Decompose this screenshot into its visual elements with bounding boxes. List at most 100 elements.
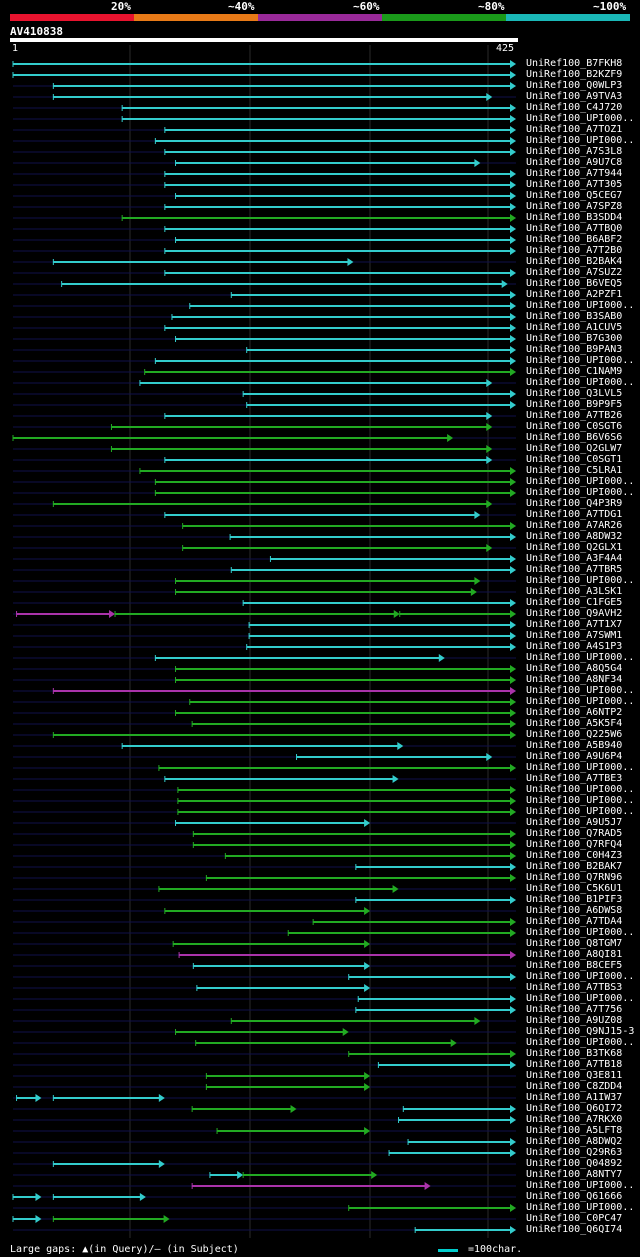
hit-label[interactable]: UniRef100_Q3LVL5 xyxy=(526,388,623,399)
hit-label[interactable]: UniRef100_UPI000.. xyxy=(526,1202,635,1213)
hit-label[interactable]: UniRef100_Q7RN96 xyxy=(526,872,623,883)
hit-label[interactable]: UniRef100_UPI000.. xyxy=(526,135,635,146)
hit-label[interactable]: UniRef100_B7G300 xyxy=(526,333,623,344)
hit-label[interactable]: UniRef100_Q0WLP3 xyxy=(526,80,623,91)
hit-label[interactable]: UniRef100_UPI000.. xyxy=(526,652,635,663)
hit-label[interactable]: UniRef100_A7T756 xyxy=(526,1004,623,1015)
hit-label[interactable]: UniRef100_B2BAK4 xyxy=(526,256,623,267)
hit-label[interactable]: UniRef100_A6NTP2 xyxy=(526,707,623,718)
hit-label[interactable]: UniRef100_A8Q5G4 xyxy=(526,663,623,674)
hit-label[interactable]: UniRef100_A8NF34 xyxy=(526,674,623,685)
hit-label[interactable]: UniRef100_A5K5F4 xyxy=(526,718,623,729)
hit-label[interactable]: UniRef100_A7TB18 xyxy=(526,1059,623,1070)
hit-label[interactable]: UniRef100_Q4P3R9 xyxy=(526,498,623,509)
hit-label[interactable]: UniRef100_UPI000.. xyxy=(526,1037,635,1048)
hit-label[interactable]: UniRef100_C0H4Z3 xyxy=(526,850,623,861)
hit-label[interactable]: UniRef100_C5LRA1 xyxy=(526,465,623,476)
hit-label[interactable]: UniRef100_B1PIF3 xyxy=(526,894,623,905)
hit-label[interactable]: UniRef100_B2BAK7 xyxy=(526,861,623,872)
hit-label[interactable]: UniRef100_A7TBR5 xyxy=(526,564,623,575)
hit-label[interactable]: UniRef100_A4S1P3 xyxy=(526,641,623,652)
hit-label[interactable]: UniRef100_UPI000.. xyxy=(526,487,635,498)
hit-label[interactable]: UniRef100_A5B940 xyxy=(526,740,623,751)
hit-label[interactable]: UniRef100_UPI000.. xyxy=(526,971,635,982)
hit-label[interactable]: UniRef100_UPI000.. xyxy=(526,696,635,707)
hit-label[interactable]: UniRef100_Q3E811 xyxy=(526,1070,623,1081)
hit-label[interactable]: UniRef100_A1CUV5 xyxy=(526,322,623,333)
hit-label[interactable]: UniRef100_A7RKX0 xyxy=(526,1114,623,1125)
hit-label[interactable]: UniRef100_B3TK68 xyxy=(526,1048,623,1059)
hit-label[interactable]: UniRef100_A7T2B0 xyxy=(526,245,623,256)
hit-label[interactable]: UniRef100_UPI000.. xyxy=(526,355,635,366)
hit-label[interactable]: UniRef100_UPI000.. xyxy=(526,575,635,586)
hit-label[interactable]: UniRef100_A7AR26 xyxy=(526,520,623,531)
hit-label[interactable]: UniRef100_Q6QI74 xyxy=(526,1224,623,1235)
hit-label[interactable]: UniRef100_C0PC47 xyxy=(526,1213,623,1224)
hit-label[interactable]: UniRef100_UPI000.. xyxy=(526,300,635,311)
hit-label[interactable]: UniRef100_A7TBE3 xyxy=(526,773,623,784)
hit-label[interactable]: UniRef100_A7T944 xyxy=(526,168,623,179)
hit-label[interactable]: UniRef100_C5K6U1 xyxy=(526,883,623,894)
hit-label[interactable]: UniRef100_Q5CEG7 xyxy=(526,190,623,201)
hit-label[interactable]: UniRef100_B3SAB0 xyxy=(526,311,623,322)
hit-label[interactable]: UniRef100_Q225W6 xyxy=(526,729,623,740)
hit-label[interactable]: UniRef100_Q7RFQ4 xyxy=(526,839,623,850)
hit-label[interactable]: UniRef100_A7T1X7 xyxy=(526,619,623,630)
hit-label[interactable]: UniRef100_A7T305 xyxy=(526,179,623,190)
hit-label[interactable]: UniRef100_Q2GLX1 xyxy=(526,542,623,553)
hit-label[interactable]: UniRef100_A7TDG1 xyxy=(526,509,623,520)
hit-label[interactable]: UniRef100_C1NAM9 xyxy=(526,366,623,377)
hit-label[interactable]: UniRef100_UPI000.. xyxy=(526,806,635,817)
hit-label[interactable]: UniRef100_A9UZ08 xyxy=(526,1015,623,1026)
hit-label[interactable]: UniRef100_UPI000.. xyxy=(526,377,635,388)
hit-label[interactable]: UniRef100_A2PZF1 xyxy=(526,289,623,300)
hit-label[interactable]: UniRef100_A7S3L8 xyxy=(526,146,623,157)
hit-label[interactable]: UniRef100_A7TBS3 xyxy=(526,982,623,993)
hit-label[interactable]: UniRef100_B9P9F5 xyxy=(526,399,623,410)
hit-label[interactable]: UniRef100_A9U7C8 xyxy=(526,157,623,168)
hit-label[interactable]: UniRef100_A7SWM1 xyxy=(526,630,623,641)
hit-label[interactable]: UniRef100_A9TVA3 xyxy=(526,91,623,102)
hit-label[interactable]: UniRef100_A1IW37 xyxy=(526,1092,623,1103)
hit-label[interactable]: UniRef100_C0SGT6 xyxy=(526,421,623,432)
hit-label[interactable]: UniRef100_A5LFT8 xyxy=(526,1125,623,1136)
hit-label[interactable]: UniRef100_A7SPZ8 xyxy=(526,201,623,212)
hit-label[interactable]: UniRef100_UPI000.. xyxy=(526,993,635,1004)
hit-label[interactable]: UniRef100_UPI000.. xyxy=(526,762,635,773)
hit-label[interactable]: UniRef100_B2KZF9 xyxy=(526,69,623,80)
hit-label[interactable]: UniRef100_A9U6P4 xyxy=(526,751,623,762)
hit-label[interactable]: UniRef100_B6V6S6 xyxy=(526,432,623,443)
hit-label[interactable]: UniRef100_A9U5J7 xyxy=(526,817,623,828)
hit-label[interactable]: UniRef100_B6VEQ5 xyxy=(526,278,623,289)
hit-label[interactable]: UniRef100_Q9NJ15-3 xyxy=(526,1026,635,1037)
hit-label[interactable]: UniRef100_A6DWS8 xyxy=(526,905,623,916)
hit-label[interactable]: UniRef100_A3LSK1 xyxy=(526,586,623,597)
hit-label[interactable]: UniRef100_B8CEF5 xyxy=(526,960,623,971)
hit-label[interactable]: UniRef100_A7TB26 xyxy=(526,410,623,421)
hit-label[interactable]: UniRef100_Q6QI72 xyxy=(526,1103,623,1114)
hit-label[interactable]: UniRef100_UPI000.. xyxy=(526,784,635,795)
hit-label[interactable]: UniRef100_UPI000.. xyxy=(526,113,635,124)
hit-label[interactable]: UniRef100_B9PAN3 xyxy=(526,344,623,355)
hit-label[interactable]: UniRef100_C8ZDD4 xyxy=(526,1081,623,1092)
hit-label[interactable]: UniRef100_B7FKH8 xyxy=(526,58,623,69)
hit-label[interactable]: UniRef100_UPI000.. xyxy=(526,685,635,696)
hit-label[interactable]: UniRef100_B6ABF2 xyxy=(526,234,623,245)
hit-label[interactable]: UniRef100_Q04892 xyxy=(526,1158,623,1169)
hit-label[interactable]: UniRef100_C0SGT1 xyxy=(526,454,623,465)
hit-label[interactable]: UniRef100_Q9AVH2 xyxy=(526,608,623,619)
hit-label[interactable]: UniRef100_Q2GLW7 xyxy=(526,443,623,454)
hit-label[interactable]: UniRef100_A8NTY7 xyxy=(526,1169,623,1180)
hit-label[interactable]: UniRef100_A7TBQ0 xyxy=(526,223,623,234)
hit-label[interactable]: UniRef100_Q61666 xyxy=(526,1191,623,1202)
hit-label[interactable]: UniRef100_C4J720 xyxy=(526,102,623,113)
hit-label[interactable]: UniRef100_A8DW32 xyxy=(526,531,623,542)
hit-label[interactable]: UniRef100_Q29R63 xyxy=(526,1147,623,1158)
hit-label[interactable]: UniRef100_UPI000.. xyxy=(526,476,635,487)
hit-label[interactable]: UniRef100_UPI000.. xyxy=(526,1180,635,1191)
hit-label[interactable]: UniRef100_UPI000.. xyxy=(526,927,635,938)
hit-label[interactable]: UniRef100_A7SUZ2 xyxy=(526,267,623,278)
hit-label[interactable]: UniRef100_C1FGE5 xyxy=(526,597,623,608)
hit-label[interactable]: UniRef100_A8QI81 xyxy=(526,949,623,960)
hit-label[interactable]: UniRef100_A7TOZ1 xyxy=(526,124,623,135)
